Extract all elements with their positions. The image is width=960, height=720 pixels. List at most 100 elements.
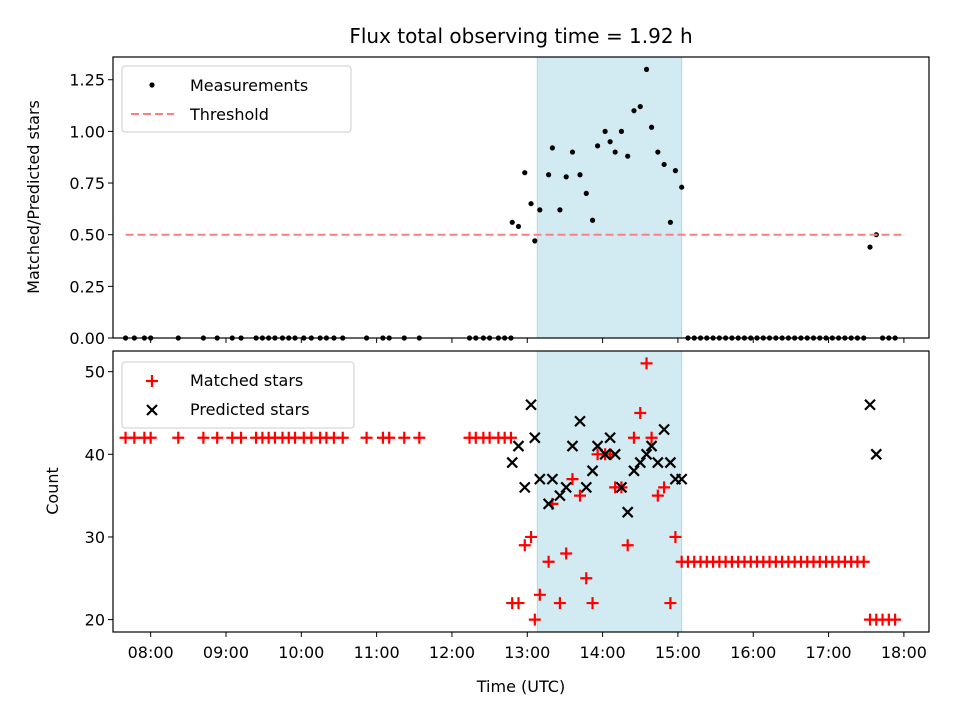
measurement-point: [637, 103, 643, 110]
legend-predicted-marker: [146, 404, 158, 416]
predicted-stars-point: [512, 440, 525, 452]
matched-stars-point: [542, 555, 555, 568]
x-tick-label: 12:00: [429, 643, 475, 662]
matched-stars-point: [889, 613, 902, 626]
legend-threshold-label: Threshold: [189, 105, 269, 124]
matched-stars-point: [413, 431, 426, 444]
measurement-point: [549, 145, 555, 151]
predicted-stars-point: [864, 398, 876, 411]
predicted-stars-point: [870, 448, 883, 461]
x-tick-label: 18:00: [881, 643, 927, 662]
matched-stars-point: [664, 597, 677, 610]
predicted-stars-point: [586, 465, 599, 477]
bottom-y-axis-label: Count: [43, 467, 62, 515]
bottom-highlight-band: [536, 350, 683, 633]
matched-stars-point: [528, 613, 541, 626]
matched-stars-point: [383, 431, 396, 444]
x-tick-label: 16:00: [730, 643, 776, 662]
x-tick-label: 11:00: [354, 643, 400, 662]
x-tick-label: 15:00: [655, 643, 701, 662]
matched-stars-point: [627, 431, 640, 444]
chart-title: Flux total observing time = 1.92 h: [349, 24, 692, 48]
top-panel: 0.00 0.25 0.50 0.75 1.00 1.25 Flux total obse…: [24, 24, 930, 348]
matched-stars-point: [211, 431, 224, 444]
matched-stars-point: [857, 555, 870, 568]
matched-stars-point: [518, 539, 531, 552]
predicted-stars-point: [675, 473, 688, 485]
predicted-stars-point: [560, 481, 572, 494]
predicted-stars-point: [529, 432, 541, 444]
predicted-stars-point: [546, 473, 559, 485]
top-y-tick-label: 1.00: [69, 122, 105, 141]
top-y-tick-label: 1.25: [69, 71, 105, 90]
measurement-point: [672, 168, 679, 174]
predicted-stars-point: [615, 481, 628, 494]
measurement-point: [602, 128, 608, 134]
predicted-stars-point: [621, 506, 634, 518]
predicted-stars-point: [580, 481, 593, 494]
measurement-point: [509, 219, 515, 225]
matched-stars-point: [398, 431, 411, 444]
bottom-legend: Matched stars Predicted stars: [121, 361, 355, 429]
bottom-plot-frame: [112, 350, 930, 633]
predicted-stars-point: [604, 432, 616, 444]
measurement-point: [569, 149, 576, 155]
matched-stars-point: [525, 530, 538, 543]
legend-matched-label: Matched stars: [190, 371, 303, 390]
matched-stars-point: [645, 431, 658, 444]
measurement-point: [522, 170, 528, 176]
matched-stars-point: [621, 539, 634, 552]
matched-stars-point: [586, 597, 599, 610]
measurement-point: [577, 172, 583, 178]
x-tick-label: 08:00: [128, 643, 174, 662]
measurement-point: [594, 143, 601, 149]
top-highlight-band: [536, 56, 683, 339]
legend-matched-marker: [146, 375, 158, 387]
predicted-stars-point: [645, 440, 658, 452]
matched-stars-point: [566, 473, 579, 486]
matched-stars-point: [553, 597, 566, 610]
top-y-tick-label: 0.00: [69, 329, 105, 348]
predicted-stars-point: [518, 481, 531, 494]
measurement-point: [643, 66, 650, 72]
measurement-point: [648, 124, 655, 130]
predicted-stars-point: [658, 423, 670, 436]
measurement-point: [867, 244, 873, 250]
matched-stars-point: [658, 481, 671, 494]
bottom-panel: 20 30 40 50 08:00 09:00 10:00 11:00 12:00 13:00 14…: [43, 350, 930, 696]
matched-stars-point: [634, 406, 647, 419]
measurement-point: [528, 201, 534, 207]
predicted-stars-point: [634, 456, 647, 469]
predicted-stars-point: [534, 473, 546, 485]
top-legend-box: [121, 65, 352, 133]
top-y-axis-label: Matched/Predicted stars: [24, 100, 43, 294]
matched-stars-point: [651, 489, 664, 502]
matched-stars-point: [512, 597, 525, 610]
predicted-stars-point: [542, 498, 555, 510]
top-y-tick-label: 0.25: [69, 277, 105, 296]
predicted-stars-point: [664, 456, 677, 469]
bottom-y-tick-label: 20: [85, 611, 105, 630]
measurement-point: [679, 184, 685, 190]
top-legend: Measurements Threshold: [121, 65, 352, 133]
matched-stars-point: [172, 431, 185, 444]
measurement-point: [661, 161, 667, 168]
measurement-point: [655, 149, 661, 155]
measurement-point: [618, 128, 625, 134]
measurement-point: [607, 139, 613, 145]
matched-stars-point: [669, 530, 682, 543]
predicted-stars-point: [609, 448, 621, 461]
measurement-point: [546, 172, 552, 178]
matched-stars-point: [144, 431, 157, 444]
bottom-y-tick-label: 30: [85, 528, 105, 547]
x-tick-label: 10:00: [278, 643, 324, 662]
matched-stars-point: [235, 431, 248, 444]
x-tick-label: 14:00: [580, 643, 626, 662]
legend-predicted-label: Predicted stars: [190, 400, 310, 419]
matched-stars-point: [360, 431, 373, 444]
predicted-stars-point: [640, 448, 653, 461]
measurement-point: [563, 174, 569, 180]
bottom-legend-box: [121, 361, 355, 429]
legend-measurements-label: Measurements: [190, 76, 308, 95]
matched-stars-point: [560, 547, 573, 560]
